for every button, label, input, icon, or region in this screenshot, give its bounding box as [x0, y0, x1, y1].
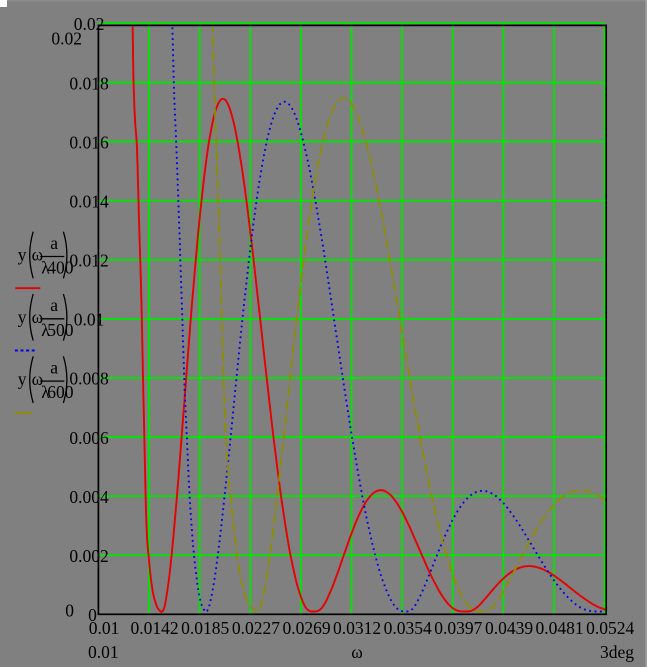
svg-text:a: a: [50, 357, 58, 377]
svg-text:0.014: 0.014: [69, 192, 109, 212]
svg-text:0.0312: 0.0312: [333, 618, 381, 638]
svg-text:0.0397: 0.0397: [434, 618, 482, 638]
svg-text:0: 0: [65, 601, 74, 621]
svg-text:0.01: 0.01: [89, 618, 120, 638]
svg-text:0.012: 0.012: [69, 251, 108, 271]
svg-text:0.0185: 0.0185: [181, 618, 229, 638]
svg-text:400: 400: [47, 258, 73, 278]
svg-text:0.008: 0.008: [69, 369, 109, 389]
svg-text:y: y: [18, 245, 27, 265]
svg-text:0.016: 0.016: [69, 132, 109, 152]
svg-text:3deg: 3deg: [600, 642, 634, 662]
svg-text:λ: λ: [41, 258, 50, 278]
svg-text:λ: λ: [41, 382, 50, 402]
svg-text:0.0439: 0.0439: [485, 618, 533, 638]
svg-text:0.004: 0.004: [69, 487, 109, 507]
svg-text:a: a: [50, 233, 58, 253]
svg-text:0.0481: 0.0481: [536, 618, 584, 638]
svg-text:0.02: 0.02: [51, 29, 82, 49]
svg-text:0: 0: [88, 605, 97, 625]
svg-text:0.018: 0.018: [69, 73, 109, 93]
svg-text:0.0524: 0.0524: [586, 618, 634, 638]
svg-text:y: y: [18, 369, 27, 389]
svg-text:0.02: 0.02: [74, 14, 105, 34]
svg-text:0.0269: 0.0269: [282, 618, 330, 638]
svg-text:0.006: 0.006: [69, 428, 109, 448]
svg-text:ω: ω: [32, 307, 44, 327]
svg-text:600: 600: [47, 382, 73, 402]
svg-text:500: 500: [47, 320, 73, 340]
svg-text:0.01: 0.01: [74, 310, 105, 330]
svg-text:λ: λ: [41, 320, 50, 340]
svg-text:0.01: 0.01: [88, 642, 119, 662]
svg-text:a: a: [50, 295, 58, 315]
svg-text:0.002: 0.002: [69, 546, 108, 566]
svg-text:0.0227: 0.0227: [232, 618, 280, 638]
svg-text:ω: ω: [351, 642, 363, 662]
svg-text:ω: ω: [32, 369, 44, 389]
svg-text:ω: ω: [32, 245, 44, 265]
svg-text:0.0142: 0.0142: [131, 618, 179, 638]
svg-text:y: y: [18, 307, 27, 327]
svg-text:0.0354: 0.0354: [384, 618, 432, 638]
